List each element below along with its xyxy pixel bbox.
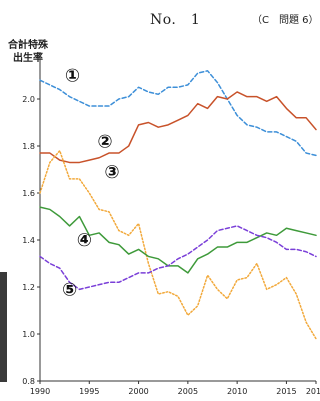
y-tick-label: 1.2 (22, 283, 35, 292)
x-tick-label: 1990 (30, 387, 50, 396)
y-tick-label: 1.4 (22, 236, 35, 245)
series-label-5: ⑤ (62, 279, 77, 300)
y-axis-label-line-1: 合計特殊 (8, 40, 48, 51)
y-tick-label: 1.6 (22, 189, 35, 198)
series-line-3 (39, 149, 317, 340)
x-tick-label: 2005 (178, 387, 198, 396)
series-label-4: ④ (77, 230, 92, 251)
x-tick-label: 2015 (276, 387, 296, 396)
x-tick-label: 2018 (306, 387, 320, 396)
series-line-4 (39, 206, 317, 274)
series-line-5 (39, 225, 317, 291)
x-tick-label: 2000 (128, 387, 148, 396)
x-tick-label: 2010 (227, 387, 247, 396)
y-tick-label: 1.0 (22, 330, 35, 339)
series-label-2: ② (97, 131, 112, 152)
y-tick-label: 2.0 (22, 95, 35, 104)
left-edge-bar (0, 272, 7, 382)
y-axis-label-line-2: 出生率 (13, 53, 43, 64)
y-tick-label: 1.8 (22, 142, 35, 151)
x-tick-label: 1995 (79, 387, 99, 396)
y-tick-label: 0.8 (22, 377, 35, 386)
series-line-1 (39, 70, 317, 157)
y-axis-label: 合計特殊 出生率 (6, 39, 50, 65)
series-label-1: ① (65, 66, 80, 87)
series-label-3: ③ (104, 162, 119, 183)
problem-id: （C 問題 6） (252, 15, 319, 26)
series-line-2 (39, 91, 317, 164)
page-number: No. 1 (150, 12, 201, 28)
